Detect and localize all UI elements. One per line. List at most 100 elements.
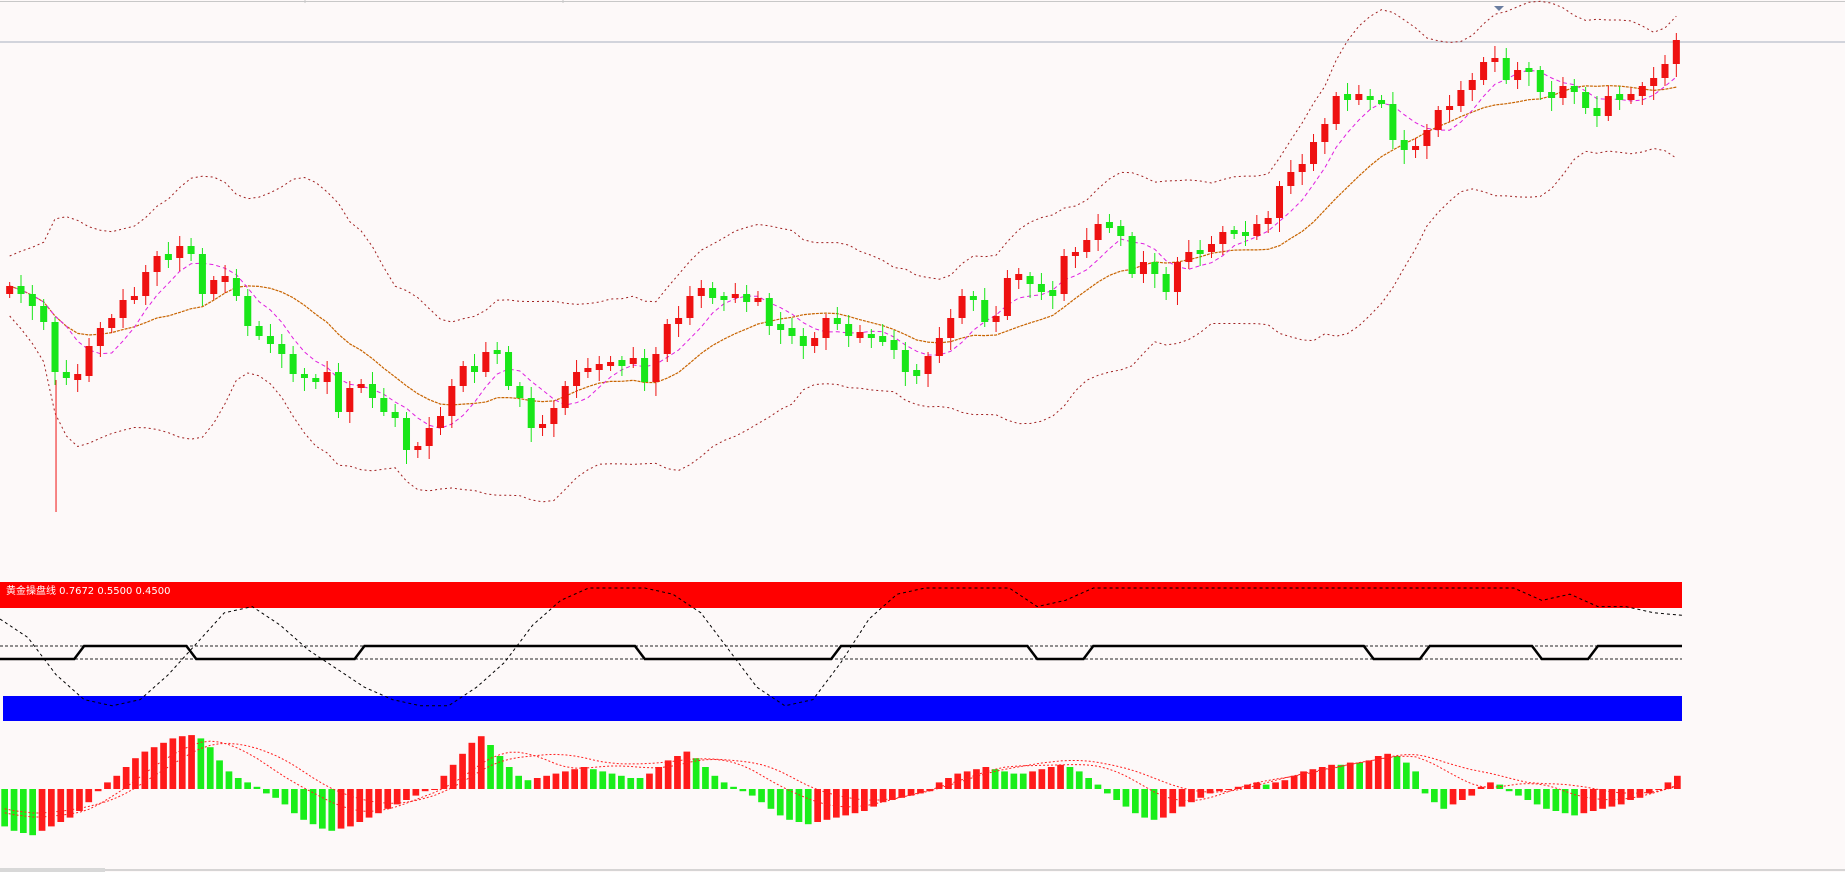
histogram-bar bbox=[973, 769, 980, 789]
histogram-bar bbox=[1075, 771, 1083, 789]
candle bbox=[142, 265, 150, 305]
candle-body bbox=[754, 298, 762, 302]
candle-body bbox=[505, 352, 513, 386]
top-toolbar-strip bbox=[0, 0, 1845, 11]
candle bbox=[210, 276, 218, 300]
candle-body bbox=[856, 332, 864, 338]
histogram-bar bbox=[160, 742, 167, 789]
histogram-bar bbox=[188, 735, 195, 789]
histogram-bar bbox=[225, 771, 233, 789]
candle-body bbox=[459, 366, 467, 386]
candle bbox=[1548, 81, 1556, 111]
bottom-scrollbar[interactable] bbox=[0, 868, 1845, 872]
candle bbox=[357, 379, 365, 393]
histogram-bar bbox=[926, 789, 934, 792]
candle-body bbox=[1060, 256, 1068, 294]
scrollbar-thumb[interactable] bbox=[0, 868, 105, 872]
candle-body bbox=[28, 294, 36, 306]
candle bbox=[1128, 232, 1136, 278]
histogram-bar bbox=[879, 789, 887, 803]
histogram-bar bbox=[1047, 767, 1055, 789]
candle-body bbox=[323, 372, 331, 382]
histogram-bar bbox=[767, 789, 775, 809]
candle bbox=[1616, 86, 1624, 110]
histogram-bar bbox=[804, 789, 812, 825]
candle bbox=[380, 388, 388, 416]
candle bbox=[1559, 77, 1567, 105]
scroll-marker-icon[interactable] bbox=[1494, 6, 1504, 11]
histogram-bar bbox=[945, 778, 952, 789]
candle-body bbox=[1253, 224, 1261, 236]
candle-body bbox=[1151, 262, 1159, 274]
candle-body bbox=[618, 360, 626, 366]
histogram-bar bbox=[1309, 769, 1317, 789]
candle-body bbox=[278, 344, 286, 354]
histogram-bar bbox=[748, 789, 756, 796]
histogram-bar bbox=[150, 747, 158, 789]
candle-body bbox=[731, 294, 739, 298]
candle bbox=[198, 248, 206, 306]
candle-body bbox=[1015, 274, 1023, 280]
histogram-bar bbox=[1272, 782, 1279, 789]
histogram-bar bbox=[627, 778, 635, 789]
histogram-bar bbox=[1599, 789, 1606, 809]
histogram-bar bbox=[917, 789, 924, 794]
histogram-bar bbox=[1169, 789, 1177, 814]
candle-body bbox=[1570, 86, 1578, 92]
candle-body bbox=[1378, 100, 1386, 104]
candle bbox=[187, 238, 195, 261]
histogram-bar bbox=[1571, 789, 1578, 816]
candle-body bbox=[992, 316, 1000, 322]
candle bbox=[811, 332, 819, 353]
candle-body bbox=[1332, 96, 1340, 124]
candle-body bbox=[289, 354, 297, 374]
candle bbox=[1196, 240, 1204, 266]
candle bbox=[618, 356, 626, 376]
candle bbox=[85, 338, 93, 382]
candle bbox=[856, 325, 864, 343]
candle bbox=[777, 312, 785, 344]
candle-body bbox=[1003, 278, 1011, 316]
candle-body bbox=[1434, 110, 1442, 130]
candle bbox=[1627, 88, 1635, 104]
histogram-bar bbox=[851, 789, 859, 814]
candle-body bbox=[947, 318, 955, 338]
histogram-bar bbox=[1094, 784, 1102, 789]
histogram-bar bbox=[216, 760, 223, 789]
candle-body bbox=[811, 338, 819, 346]
histogram-bar bbox=[319, 789, 326, 829]
candle-body bbox=[1525, 68, 1533, 72]
candle bbox=[312, 374, 320, 389]
histogram-bar bbox=[683, 751, 691, 789]
candle-body bbox=[266, 336, 274, 344]
candle bbox=[448, 379, 456, 428]
candle-body bbox=[1105, 222, 1113, 228]
candle bbox=[607, 356, 615, 371]
histogram-bar bbox=[1515, 789, 1522, 796]
histogram-bar bbox=[85, 789, 93, 803]
histogram-bar bbox=[1104, 789, 1111, 794]
candle-body bbox=[1049, 290, 1057, 296]
histogram-bar bbox=[1449, 789, 1457, 805]
oscillator-step-line bbox=[0, 644, 1682, 661]
candle bbox=[845, 315, 853, 347]
candle bbox=[641, 349, 649, 391]
histogram-bar bbox=[1150, 789, 1158, 820]
candle-body bbox=[1514, 70, 1522, 80]
candle-body bbox=[1173, 262, 1181, 292]
candle-body bbox=[232, 278, 240, 296]
candle-body bbox=[641, 358, 649, 382]
candle-body bbox=[414, 446, 422, 450]
candle bbox=[164, 242, 172, 268]
histogram-bar bbox=[365, 789, 373, 818]
candle-body bbox=[119, 300, 127, 318]
candle-body bbox=[1582, 92, 1590, 108]
candle bbox=[720, 292, 728, 311]
candle-body bbox=[607, 362, 615, 366]
candle bbox=[969, 291, 977, 311]
histogram-bar bbox=[889, 789, 896, 800]
candle bbox=[51, 317, 59, 385]
candle-body bbox=[142, 272, 150, 296]
histogram-bar bbox=[197, 738, 205, 789]
candle bbox=[1491, 46, 1499, 72]
